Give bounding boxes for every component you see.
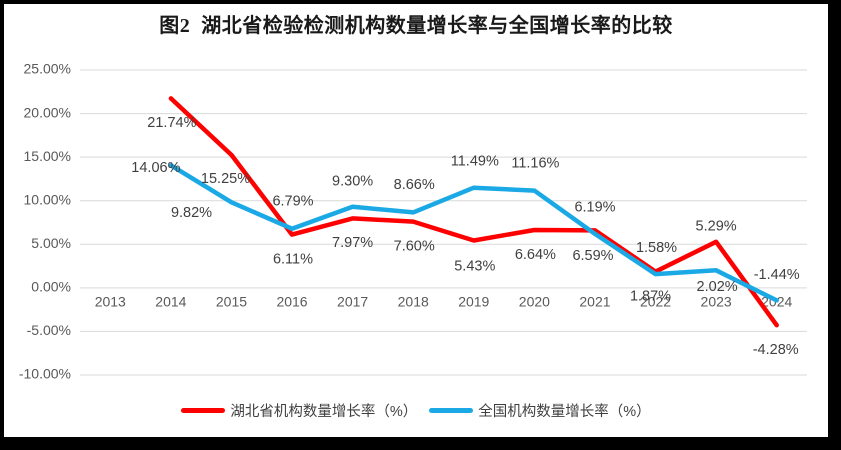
data-label: 7.97%: [332, 235, 373, 251]
y-axis-tick-labels: 25.00% 20.00% 15.00% 10.00% 5.00% 0.00% -5.00%…: [19, 61, 71, 382]
y-tick-label: 10.00%: [24, 191, 71, 207]
y-tick-label: -10.00%: [19, 366, 71, 382]
data-label: 11.49%: [451, 154, 499, 170]
data-label: 1.87%: [630, 288, 671, 304]
legend-label: 全国机构数量增长率（%）: [478, 404, 651, 420]
data-label: -4.28%: [753, 342, 799, 358]
data-label: 14.06%: [131, 160, 180, 176]
legend-item-hubei: 湖北省机构数量增长率（%）: [181, 400, 417, 421]
data-label: 9.82%: [171, 205, 212, 221]
data-label: 1.58%: [636, 240, 677, 256]
data-label: 6.64%: [515, 247, 556, 263]
y-tick-label: 15.00%: [24, 148, 71, 164]
y-tick-label: 25.00%: [24, 61, 71, 77]
x-tick-label: 2013: [95, 294, 126, 310]
x-tick-label: 2018: [398, 294, 429, 310]
y-tick-label: 0.00%: [31, 279, 71, 295]
legend: 湖北省机构数量增长率（%） 全国机构数量增长率（%）: [4, 400, 828, 421]
x-tick-label: 2016: [276, 294, 307, 310]
data-label: 6.59%: [572, 248, 613, 264]
data-label: 9.30%: [332, 174, 373, 190]
data-label: 8.66%: [394, 177, 435, 193]
data-label: 2.02%: [697, 279, 738, 295]
x-tick-label: 2017: [337, 294, 368, 310]
data-label: 7.60%: [394, 238, 435, 254]
series-line-hubei: [168, 96, 779, 328]
series-line-national: [168, 163, 779, 303]
legend-line-swatch: [429, 408, 474, 413]
data-label: 11.16%: [511, 155, 559, 171]
data-label: 5.43%: [454, 258, 495, 274]
x-tick-label: 2014: [155, 294, 186, 310]
legend-line-swatch: [181, 408, 226, 413]
data-label: 5.29%: [696, 219, 737, 235]
data-label: 21.74%: [147, 115, 196, 131]
data-label: 15.25%: [201, 171, 250, 187]
legend-label: 湖北省机构数量增长率（%）: [230, 404, 418, 420]
y-tick-label: -5.00%: [27, 322, 71, 338]
x-tick-label: 2022: [640, 294, 671, 310]
x-tick-label: 2023: [701, 294, 732, 310]
chart-title: 图2 湖北省检验检测机构数量增长率与全国增长率的比较: [159, 15, 673, 37]
data-label: -1.44%: [754, 267, 800, 283]
x-tick-label: 2020: [519, 294, 550, 310]
x-axis-tick-labels: 2013 2014 2015 2016 2017 2018 2019 2020 2021 2022…: [95, 294, 793, 310]
data-label: 6.11%: [273, 251, 313, 267]
legend-item-national: 全国机构数量增长率（%）: [429, 400, 651, 421]
data-label: 6.19%: [574, 200, 615, 216]
x-tick-label: 2015: [216, 294, 247, 310]
x-tick-label: 2021: [579, 294, 610, 310]
data-label: 6.79%: [272, 194, 313, 210]
x-tick-label: 2019: [458, 294, 489, 310]
y-tick-label: 5.00%: [31, 235, 71, 251]
data-labels: 21.74% 15.25% 6.11% 7.97% 7.60% 5.43% 6.64% 6.5…: [131, 115, 799, 358]
y-tick-label: 20.00%: [24, 104, 71, 120]
